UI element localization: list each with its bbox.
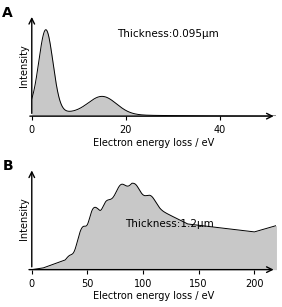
Text: Thickness:1.2μm: Thickness:1.2μm (125, 219, 213, 229)
Y-axis label: Intensity: Intensity (19, 44, 29, 87)
Text: Thickness:0.095μm: Thickness:0.095μm (117, 29, 219, 40)
Text: B: B (3, 160, 13, 173)
X-axis label: Electron energy loss / eV: Electron energy loss / eV (94, 138, 215, 148)
X-axis label: Electron energy loss / eV: Electron energy loss / eV (94, 291, 215, 301)
Text: A: A (3, 6, 13, 20)
Y-axis label: Intensity: Intensity (19, 197, 29, 240)
